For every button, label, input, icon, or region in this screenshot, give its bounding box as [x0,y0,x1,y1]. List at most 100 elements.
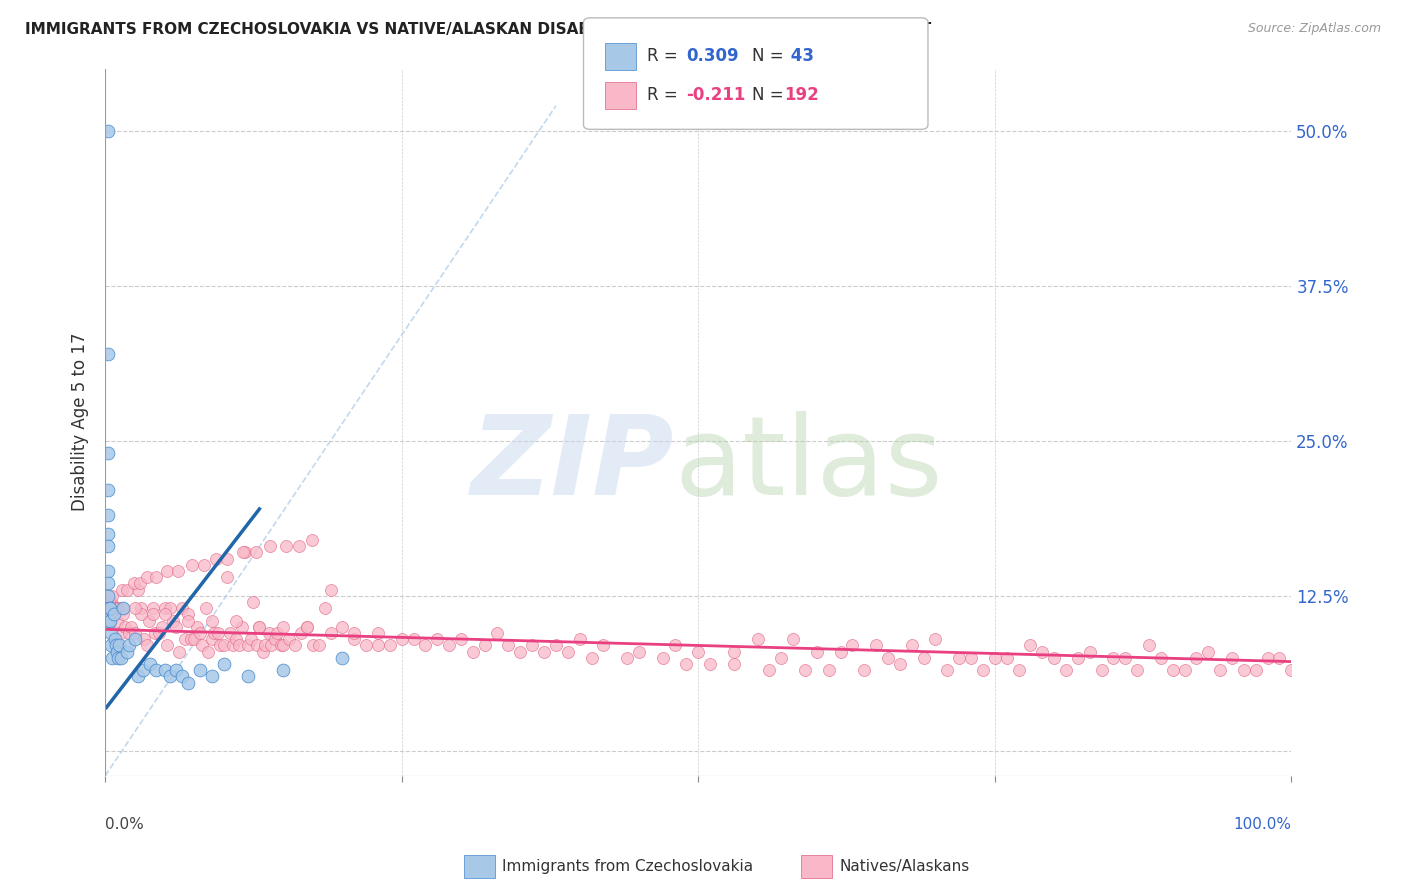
Point [568,632,591,647]
Point [1067,651,1090,665]
Point [97,526,120,541]
Point [100,626,122,640]
Point [278,632,301,647]
Point [1031,645,1053,659]
Point [153,601,176,615]
Point [217,551,239,566]
Point [218,626,240,640]
Point [770,651,793,665]
Point [222,639,245,653]
Point [142,607,165,622]
Point [159,669,181,683]
Point [104,632,127,647]
Point [295,620,318,634]
Point [960,651,983,665]
Point [474,639,496,653]
Point [128,576,150,591]
Point [295,620,318,634]
Point [841,639,863,653]
Point [284,639,307,653]
Point [544,639,567,653]
Point [153,663,176,677]
Point [225,632,247,647]
Point [1174,663,1197,677]
Point [758,663,780,677]
Point [105,614,128,628]
Point [1233,663,1256,677]
Point [270,639,292,653]
Point [236,669,259,683]
Point [1209,663,1232,677]
Point [723,645,745,659]
Point [156,639,179,653]
Point [118,639,141,653]
Point [1126,663,1149,677]
Point [249,620,271,634]
Point [485,626,508,640]
Point [900,639,922,653]
Point [1137,639,1160,653]
Point [111,601,134,615]
Point [806,645,828,659]
Point [367,639,389,653]
Point [166,564,188,578]
Point [97,589,120,603]
Point [162,614,184,628]
Point [142,601,165,615]
Point [688,645,710,659]
Point [212,639,235,653]
Point [135,570,157,584]
Point [332,620,354,634]
Point [97,483,120,498]
Point [266,626,288,640]
Point [522,639,544,653]
Point [103,601,125,615]
Point [581,651,603,665]
Point [972,663,994,677]
Point [343,626,366,640]
Point [110,626,132,640]
Point [242,595,264,609]
Point [794,663,817,677]
Point [186,620,208,634]
Point [675,657,697,671]
Point [271,620,294,634]
Point [1268,651,1291,665]
Point [97,589,120,603]
Point [134,632,156,647]
Point [509,645,531,659]
Point [287,539,309,553]
Point [260,639,283,653]
Point [201,614,224,628]
Point [252,645,274,659]
Point [651,651,673,665]
Point [240,632,263,647]
Point [143,626,166,640]
Point [367,626,389,640]
Point [217,570,239,584]
Point [877,651,900,665]
Point [118,626,141,640]
Point [995,651,1018,665]
Point [111,607,134,622]
Point [437,639,460,653]
Point [138,614,160,628]
Point [172,601,194,615]
Point [1078,645,1101,659]
Point [100,595,122,609]
Point [290,626,312,640]
Point [332,651,354,665]
Point [100,639,122,653]
Point [122,576,145,591]
Text: 43: 43 [785,47,814,65]
Point [97,446,120,460]
Point [111,601,134,615]
Point [1220,651,1243,665]
Point [114,620,136,634]
Point [188,626,211,640]
Point [249,620,271,634]
Point [97,564,120,578]
Point [105,645,128,659]
Point [1114,651,1136,665]
Point [101,651,124,665]
